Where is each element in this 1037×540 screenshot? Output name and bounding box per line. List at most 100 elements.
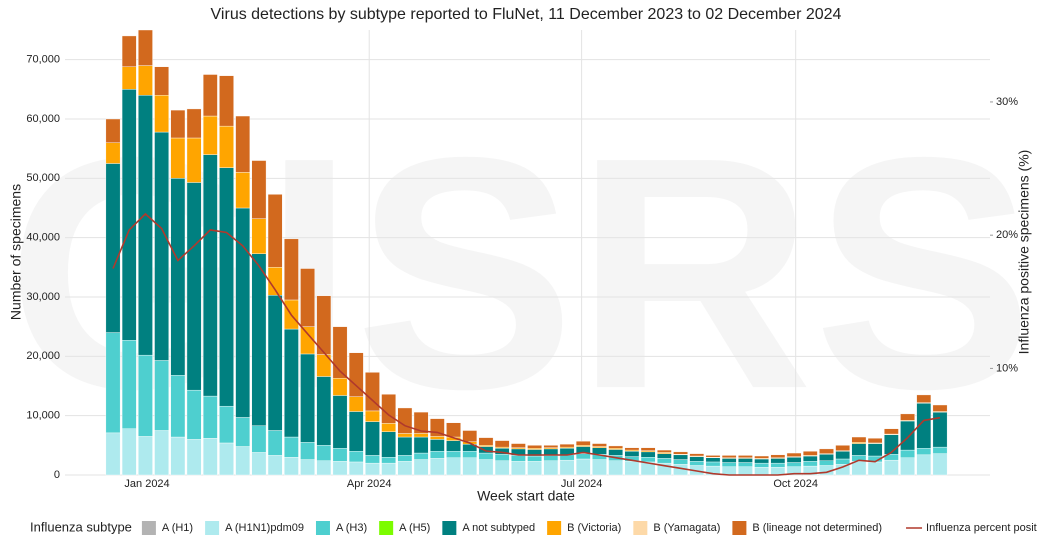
bar-segment bbox=[738, 462, 753, 467]
bar-segment bbox=[689, 453, 705, 457]
bar-segment bbox=[900, 457, 915, 476]
bar-segment bbox=[543, 460, 559, 476]
bar-segment bbox=[608, 445, 624, 449]
legend-swatch bbox=[442, 521, 457, 535]
legend-label: Influenza percent positive bbox=[926, 522, 1037, 534]
bar-segment bbox=[867, 443, 883, 457]
bar-segment bbox=[462, 451, 478, 458]
bar-segment bbox=[300, 353, 315, 443]
bar-segment bbox=[462, 457, 478, 476]
bar-segment bbox=[478, 459, 494, 476]
bar-segment bbox=[543, 455, 559, 461]
bar-segment bbox=[786, 457, 802, 463]
legend-swatch bbox=[732, 521, 747, 535]
bar-segment bbox=[429, 436, 445, 440]
bar-segment bbox=[219, 405, 234, 444]
bar-segment bbox=[316, 376, 332, 446]
bar-segment bbox=[121, 428, 137, 476]
bar-segment bbox=[332, 326, 348, 379]
legend-title: Influenza subtype bbox=[30, 519, 132, 534]
bar-segment bbox=[429, 439, 445, 452]
bar-segment bbox=[900, 449, 915, 458]
bar-segment bbox=[575, 440, 591, 446]
bar-segment bbox=[235, 417, 251, 447]
bar-segment bbox=[754, 455, 769, 459]
bar-segment bbox=[381, 423, 397, 432]
bar-segment bbox=[575, 453, 591, 460]
bar-segment bbox=[170, 137, 186, 179]
bar-segment bbox=[267, 430, 283, 456]
legend-swatch bbox=[547, 521, 562, 535]
bar-segment bbox=[624, 461, 640, 476]
bar-segment bbox=[900, 413, 915, 421]
x-tick-label: Jul 2024 bbox=[561, 478, 603, 490]
legend-label: A (H1N1)pdm09 bbox=[225, 522, 304, 534]
legend-label: B (Yamagata) bbox=[653, 522, 720, 534]
bar-segment bbox=[202, 395, 218, 439]
bar-segment bbox=[121, 340, 137, 429]
legend-label: A (H5) bbox=[399, 522, 430, 534]
legend-swatch bbox=[633, 521, 648, 535]
bar-segment bbox=[219, 442, 234, 476]
bar-segment bbox=[932, 446, 948, 454]
bar-segment bbox=[235, 446, 251, 476]
bar-segment bbox=[884, 434, 899, 455]
bar-segment bbox=[705, 457, 721, 463]
bar-segment bbox=[105, 163, 121, 333]
bar-segment bbox=[738, 455, 753, 458]
bar-segment bbox=[365, 410, 380, 422]
y2-axis-title: Influenza positive specimens (%) bbox=[1016, 150, 1032, 355]
bar-segment bbox=[608, 449, 624, 456]
bar-segment bbox=[851, 461, 867, 476]
y-tick-label: 0 bbox=[54, 469, 60, 481]
bar-segment bbox=[186, 108, 202, 139]
y-tick-label: 40,000 bbox=[26, 232, 60, 244]
bar-segment bbox=[900, 420, 915, 451]
bar-segment bbox=[786, 452, 802, 457]
bar-segment bbox=[770, 458, 786, 464]
bar-segment bbox=[284, 436, 299, 458]
legend-swatch bbox=[205, 521, 220, 535]
bar-segment bbox=[332, 378, 348, 396]
bar-segment bbox=[397, 407, 413, 434]
bar-segment bbox=[494, 460, 510, 476]
grid bbox=[65, 30, 990, 476]
bar-segment bbox=[365, 455, 380, 464]
bar-segment bbox=[267, 295, 283, 431]
bar-segment bbox=[705, 461, 721, 467]
bar-segment bbox=[332, 395, 348, 449]
y-tick-label: 70,000 bbox=[26, 54, 60, 66]
bar-segment bbox=[673, 459, 688, 465]
bar-segment bbox=[202, 154, 218, 397]
bar-segment bbox=[559, 459, 575, 476]
bar-segment bbox=[365, 372, 380, 412]
bar-segment bbox=[835, 445, 851, 451]
x-tick-label: Jan 2024 bbox=[124, 478, 169, 490]
bar-segment bbox=[721, 458, 737, 463]
bar-segment bbox=[397, 461, 413, 476]
bar-segment bbox=[381, 431, 397, 458]
bar-segment bbox=[478, 437, 494, 446]
bar-segment bbox=[640, 457, 656, 463]
legend-swatch bbox=[315, 521, 330, 535]
x-tick-label: Apr 2024 bbox=[347, 478, 392, 490]
bar-segment bbox=[462, 430, 478, 442]
bar-segment bbox=[413, 433, 429, 438]
bar-segment bbox=[219, 75, 234, 127]
bar-segment bbox=[348, 411, 364, 452]
bar-segment bbox=[138, 354, 153, 437]
bar-segment bbox=[835, 464, 851, 476]
bar-segment bbox=[754, 462, 769, 468]
bar-segment bbox=[397, 433, 413, 438]
bar-segment bbox=[316, 295, 332, 355]
bar-segment bbox=[429, 458, 445, 476]
bar-segment bbox=[835, 458, 851, 465]
bar-segment bbox=[738, 466, 753, 476]
bar-segment bbox=[348, 451, 364, 463]
bar-segment bbox=[429, 451, 445, 459]
bar-segment bbox=[624, 451, 640, 457]
bar-segment bbox=[121, 35, 137, 67]
bar-segment bbox=[867, 461, 883, 476]
bar-segment bbox=[138, 95, 153, 356]
bar-segment bbox=[932, 453, 948, 476]
